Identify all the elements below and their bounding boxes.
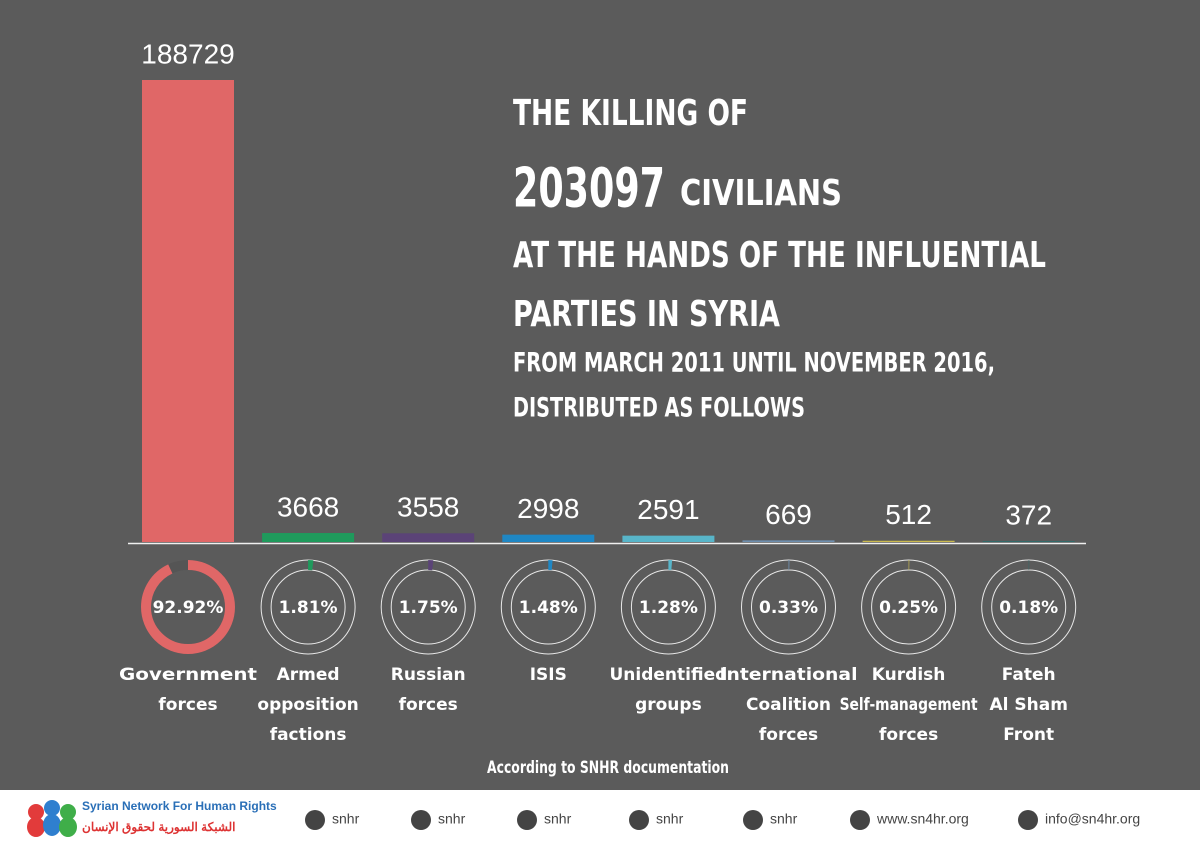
title-lead: THE KILLING OF bbox=[513, 93, 748, 134]
value-label: 669 bbox=[765, 499, 812, 530]
share-label: 0.33% bbox=[759, 598, 818, 618]
bar bbox=[262, 533, 355, 542]
share-label: 1.28% bbox=[639, 598, 698, 618]
share-label: 1.81% bbox=[279, 598, 338, 618]
value-label: 3558 bbox=[397, 492, 459, 523]
title-total: 203097 bbox=[513, 157, 665, 220]
category-label: Armed opposition factions bbox=[257, 665, 358, 745]
footer-link: snhr bbox=[656, 811, 684, 827]
org-name: Syrian Network For Human Rights bbox=[82, 799, 277, 813]
link-icon bbox=[411, 810, 431, 830]
org-name-ar: الشبكة السورية لحقوق الإنسان bbox=[82, 820, 236, 835]
donut-arc bbox=[981, 560, 1076, 654]
title-total-word: CIVILIANS bbox=[680, 173, 842, 214]
category-label: ISIS bbox=[530, 665, 567, 685]
category-label: Unidentified groups bbox=[610, 665, 728, 715]
link-icon bbox=[850, 810, 870, 830]
footer-link: snhr bbox=[438, 811, 466, 827]
value-label: 372 bbox=[1005, 499, 1052, 530]
value-label: 2591 bbox=[637, 494, 699, 525]
donut-arc bbox=[381, 560, 476, 654]
footer bbox=[0, 790, 1200, 848]
footer-link: snhr bbox=[332, 811, 360, 827]
bar bbox=[862, 540, 955, 542]
share-label: 0.18% bbox=[999, 598, 1058, 618]
value-label: 188729 bbox=[141, 38, 234, 69]
title-line: PARTIES IN SYRIA bbox=[513, 294, 780, 335]
bar bbox=[382, 533, 475, 542]
footer-link: snhr bbox=[770, 811, 798, 827]
category-label: Government forces bbox=[119, 665, 257, 715]
link-icon bbox=[743, 810, 763, 830]
bar bbox=[622, 535, 715, 542]
link-icon bbox=[1018, 810, 1038, 830]
footer-link: www.sn4hr.org bbox=[876, 811, 969, 827]
subtitle-line: FROM MARCH 2011 UNTIL NOVEMBER 2016, bbox=[513, 348, 995, 379]
bar bbox=[982, 541, 1075, 542]
note: According to SNHR documentation bbox=[487, 758, 729, 778]
donut-arc bbox=[861, 560, 956, 654]
category-label: Russian forces bbox=[391, 665, 466, 715]
link-icon bbox=[517, 810, 537, 830]
donut-arc bbox=[501, 560, 596, 654]
bar bbox=[502, 534, 595, 542]
logo bbox=[27, 800, 77, 837]
category-label: International Coalition forces bbox=[720, 665, 858, 745]
category-label: Kurdish Self-management forces bbox=[840, 665, 978, 745]
share-label: 92.92% bbox=[153, 598, 224, 618]
share-label: 0.25% bbox=[879, 598, 938, 618]
link-icon bbox=[305, 810, 325, 830]
share-label: 1.48% bbox=[519, 598, 578, 618]
donut-arc bbox=[141, 560, 235, 654]
value-label: 3668 bbox=[277, 491, 339, 522]
subtitle-line: DISTRIBUTED AS FOLLOWS bbox=[513, 393, 805, 424]
bar bbox=[742, 540, 835, 542]
link-icon bbox=[629, 810, 649, 830]
footer-link: snhr bbox=[544, 811, 572, 827]
title-line: AT THE HANDS OF THE INFLUENTIAL bbox=[513, 235, 1046, 276]
value-label: 2998 bbox=[517, 493, 579, 524]
donut-arc bbox=[741, 560, 836, 654]
share-label: 1.75% bbox=[399, 598, 458, 618]
footer-link: info@sn4hr.org bbox=[1045, 811, 1140, 827]
donut-arc bbox=[261, 560, 356, 654]
value-label: 512 bbox=[885, 499, 932, 530]
donut-outline bbox=[741, 559, 836, 655]
bar bbox=[142, 80, 234, 542]
category-label: Fateh Al Sham Front bbox=[989, 665, 1067, 745]
donut-arc bbox=[621, 560, 716, 654]
